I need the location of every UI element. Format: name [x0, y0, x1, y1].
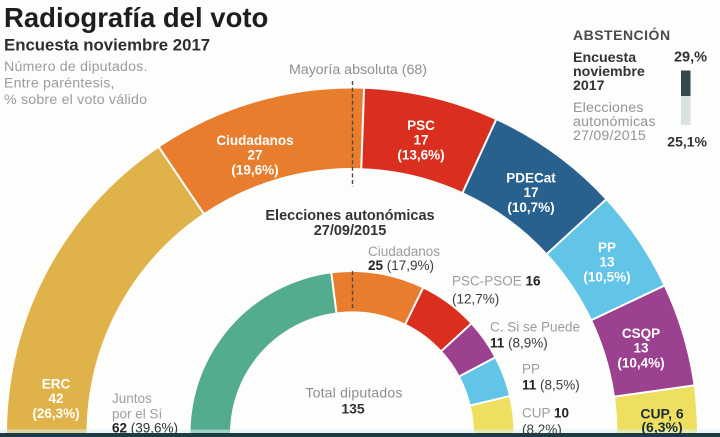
svg-text:(26,3%): (26,3%)	[32, 406, 79, 421]
svg-text:27: 27	[247, 148, 262, 163]
svg-text:ABSTENCIÓN: ABSTENCIÓN	[573, 26, 671, 43]
svg-text:62 (39,6%): 62 (39,6%)	[112, 421, 178, 436]
svg-text:(10,7%): (10,7%)	[507, 200, 554, 215]
svg-text:27/09/2015: 27/09/2015	[314, 223, 387, 239]
svg-text:(6,3%): (6,3%)	[641, 419, 682, 435]
svg-text:PP: PP	[522, 362, 540, 377]
svg-text:17: 17	[523, 185, 538, 200]
svg-text:Juntos: Juntos	[112, 391, 152, 406]
svg-text:(13,6%): (13,6%)	[397, 147, 444, 162]
svg-text:Número de diputados.: Número de diputados.	[4, 59, 148, 75]
svg-text:17: 17	[413, 133, 428, 148]
svg-text:Elecciones: Elecciones	[573, 100, 644, 116]
svg-text:Ciudadanos: Ciudadanos	[368, 244, 440, 259]
svg-text:Radiografía del voto: Radiografía del voto	[4, 2, 268, 33]
svg-text:11 (8,5%): 11 (8,5%)	[522, 378, 580, 393]
svg-text:PSC-PSOE 16: PSC-PSOE 16	[452, 274, 541, 289]
svg-text:ERC: ERC	[42, 377, 71, 392]
svg-text:2017: 2017	[573, 78, 605, 94]
svg-text:Mayoría absoluta (68): Mayoría absoluta (68)	[289, 62, 427, 78]
svg-text:13: 13	[633, 341, 649, 356]
svg-text:PP: PP	[598, 240, 616, 255]
svg-text:(19,6%): (19,6%)	[231, 162, 278, 177]
svg-text:PSC: PSC	[407, 118, 435, 133]
svg-text:25,1%: 25,1%	[667, 134, 707, 150]
svg-text:CUP 10: CUP 10	[522, 406, 569, 421]
svg-text:135: 135	[341, 401, 365, 417]
svg-text:(10,4%): (10,4%)	[617, 355, 664, 370]
svg-text:CSQP: CSQP	[622, 326, 660, 341]
svg-text:11 (8,9%): 11 (8,9%)	[490, 336, 548, 351]
svg-text:(8,2%): (8,2%)	[522, 422, 562, 437]
svg-text:Encuesta: Encuesta	[573, 50, 636, 66]
svg-text:noviembre: noviembre	[573, 64, 645, 80]
svg-text:Ciudadanos: Ciudadanos	[216, 133, 293, 148]
svg-text:Entre paréntesis,: Entre paréntesis,	[4, 76, 115, 92]
svg-text:CUP, 6: CUP, 6	[640, 406, 684, 422]
svg-text:por el Sí: por el Sí	[112, 407, 163, 422]
svg-text:(10,5%): (10,5%)	[583, 269, 630, 284]
svg-text:25 (17,9%): 25 (17,9%)	[368, 258, 434, 273]
svg-text:Encuesta noviembre 2017: Encuesta noviembre 2017	[4, 36, 210, 55]
svg-text:% sobre el voto válido: % sobre el voto válido	[4, 92, 147, 108]
svg-text:autonómicas: autonómicas	[573, 114, 656, 130]
svg-text:29,%: 29,%	[674, 50, 707, 66]
svg-text:27/09/2015: 27/09/2015	[573, 128, 646, 144]
svg-text:PDECat: PDECat	[506, 171, 556, 186]
svg-text:Elecciones autonómicas: Elecciones autonómicas	[265, 208, 434, 224]
svg-text:C. Si se Puede: C. Si se Puede	[490, 320, 580, 335]
svg-text:(12,7%): (12,7%)	[452, 292, 499, 307]
svg-text:Total diputados: Total diputados	[305, 385, 402, 401]
svg-text:42: 42	[48, 391, 63, 406]
svg-text:13: 13	[599, 255, 615, 270]
